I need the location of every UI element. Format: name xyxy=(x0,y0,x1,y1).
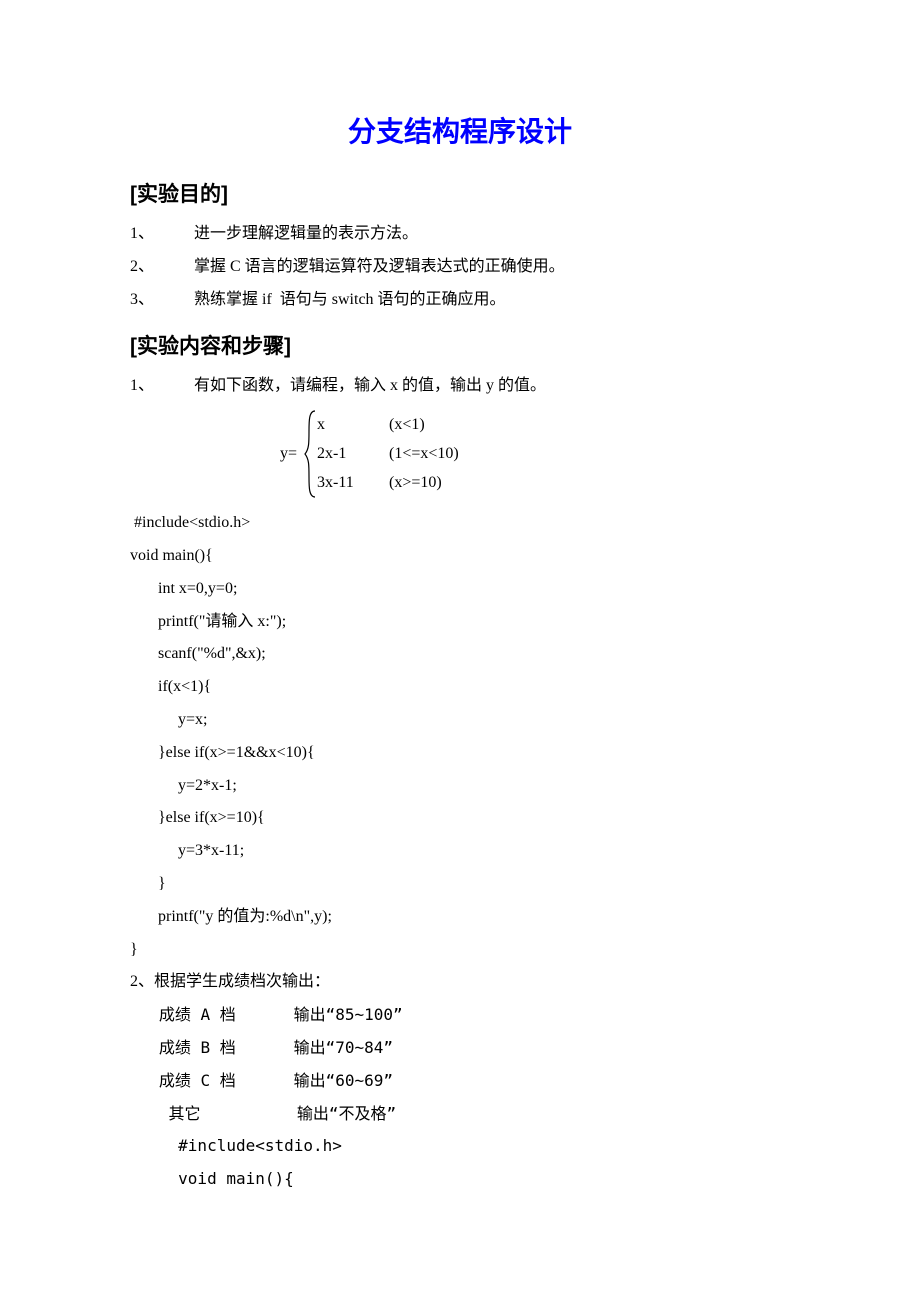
purpose-item-1: 1、 进一步理解逻辑量的表示方法。 xyxy=(130,218,790,251)
piecewise-y-label: y= xyxy=(280,445,297,463)
q2-code-line-1: #include<stdio.h> xyxy=(130,1130,790,1163)
piecewise-cases: x(x<1) 2x-1(1<=x<10) 3x-11(x>=10) xyxy=(317,411,459,497)
code1-line-7: y=x; xyxy=(130,704,790,737)
section-purpose-header: [实验目的] xyxy=(130,178,790,208)
q2-grade-a: 成绩 A 档 输出“85~100” xyxy=(130,999,790,1032)
code1-line-3: int x=0,y=0; xyxy=(130,573,790,606)
q2-grade-other: 其它 输出“不及格” xyxy=(130,1098,790,1131)
code1-line-4: printf("请输入 x:"); xyxy=(130,606,790,639)
left-brace-icon xyxy=(303,409,317,499)
piecewise-cond-1: (x<1) xyxy=(389,416,425,433)
code1-line-13: printf("y 的值为:%d\n",y); xyxy=(130,901,790,934)
q2-grade-c: 成绩 C 档 输出“60~69” xyxy=(130,1065,790,1098)
code1-line-1: #include<stdio.h> xyxy=(130,507,790,540)
section-content-header: [实验内容和步骤] xyxy=(130,330,790,360)
piecewise-expr-3: 3x-11 xyxy=(317,469,389,498)
document-title: 分支结构程序设计 xyxy=(130,110,790,150)
piecewise-expr-2: 2x-1 xyxy=(317,440,389,469)
code1-line-6: if(x<1){ xyxy=(130,671,790,704)
code1-line-10: }else if(x>=10){ xyxy=(130,802,790,835)
question-2-intro: 2、根据学生成绩档次输出： xyxy=(130,966,790,999)
question-1-intro: 1、 有如下函数，请编程，输入 x 的值，输出 y 的值。 xyxy=(130,370,790,403)
code1-line-5: scanf("%d",&x); xyxy=(130,638,790,671)
piecewise-row-1: x(x<1) xyxy=(317,411,459,440)
code1-line-12: } xyxy=(130,868,790,901)
piecewise-function: y= x(x<1) 2x-1(1<=x<10) 3x-11(x>=10) xyxy=(130,409,790,499)
code1-line-2: void main(){ xyxy=(130,540,790,573)
code1-line-11: y=3*x-11; xyxy=(130,835,790,868)
q2-grade-b: 成绩 B 档 输出“70~84” xyxy=(130,1032,790,1065)
piecewise-cond-3: (x>=10) xyxy=(389,474,442,491)
purpose-item-3: 3、 熟练掌握 if 语句与 switch 语句的正确应用。 xyxy=(130,284,790,317)
piecewise-cond-2: (1<=x<10) xyxy=(389,445,459,462)
document-page: 分支结构程序设计 [实验目的] 1、 进一步理解逻辑量的表示方法。 2、 掌握 … xyxy=(0,0,920,1302)
code1-line-9: y=2*x-1; xyxy=(130,770,790,803)
piecewise-row-3: 3x-11(x>=10) xyxy=(317,469,459,498)
code1-line-8: }else if(x>=1&&x<10){ xyxy=(130,737,790,770)
code1-line-14: } xyxy=(130,934,790,967)
purpose-item-2: 2、 掌握 C 语言的逻辑运算符及逻辑表达式的正确使用。 xyxy=(130,251,790,284)
piecewise-inner: y= x(x<1) 2x-1(1<=x<10) 3x-11(x>=10) xyxy=(280,409,790,499)
piecewise-row-2: 2x-1(1<=x<10) xyxy=(317,440,459,469)
piecewise-expr-1: x xyxy=(317,411,389,440)
q2-code-line-2: void main(){ xyxy=(130,1163,790,1196)
